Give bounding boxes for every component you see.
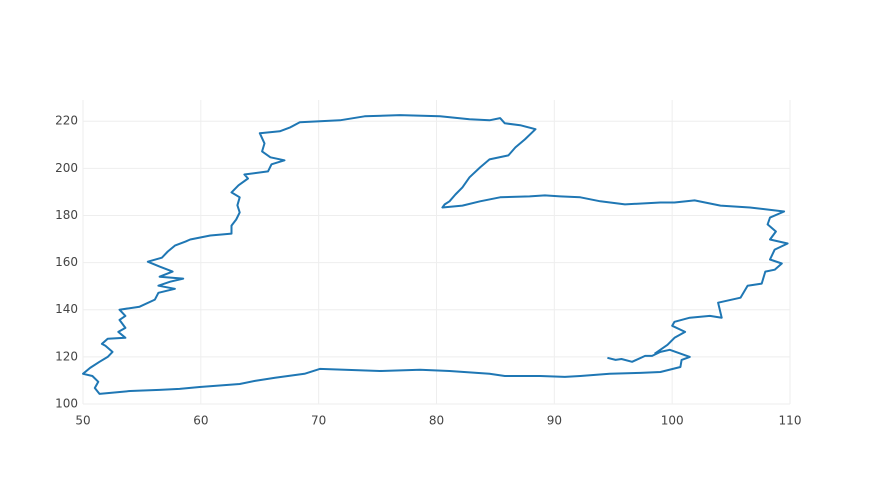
x-tick-label: 60 [193, 414, 208, 428]
y-tick-label: 200 [55, 161, 78, 175]
trajectory-line [82, 114, 789, 395]
x-tick-label: 80 [429, 414, 444, 428]
x-tick-label: 50 [75, 414, 90, 428]
x-tick-label: 70 [311, 414, 326, 428]
y-tick-label: 160 [55, 255, 78, 269]
x-tick-label: 90 [547, 414, 562, 428]
x-tick-label: 110 [779, 414, 802, 428]
y-tick-label: 120 [55, 349, 78, 363]
x-tick-label: 100 [661, 414, 684, 428]
y-tick-label: 180 [55, 208, 78, 222]
y-tick-label: 220 [55, 114, 78, 128]
y-tick-label: 140 [55, 302, 78, 316]
y-tick-label: 100 [55, 397, 78, 411]
